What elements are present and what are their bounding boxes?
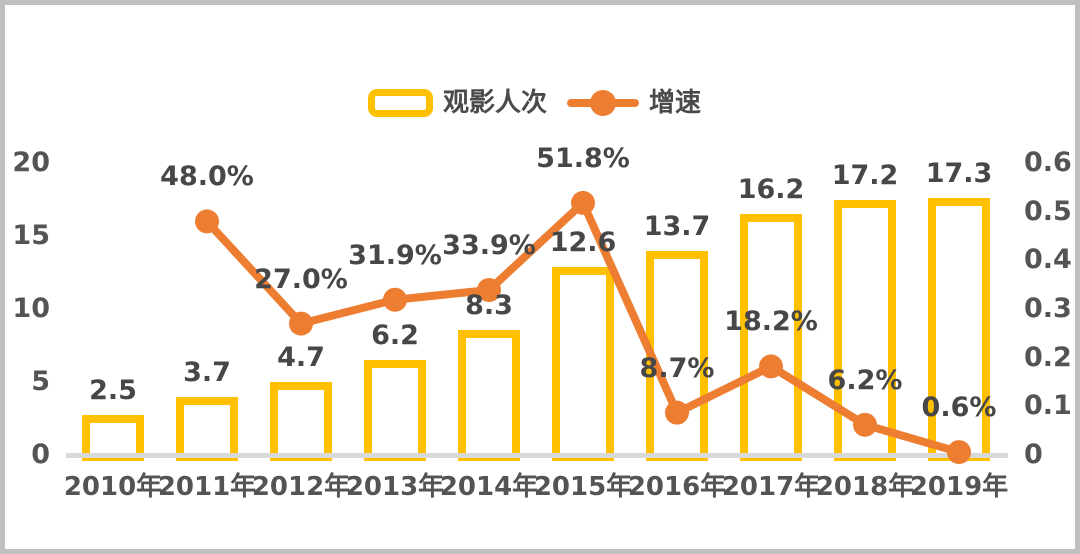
growth-value-label: 6.2% xyxy=(827,364,903,396)
x-axis-label-2010年: 2010年 xyxy=(63,472,163,502)
right-axis-tick-0.6: 0.6 xyxy=(1024,147,1072,178)
growth-line-marker xyxy=(477,278,501,303)
x-axis-line xyxy=(66,453,1008,458)
x-axis-label-2013年: 2013年 xyxy=(345,472,445,502)
growth-line-marker xyxy=(383,287,407,312)
growth-value-label: 51.8% xyxy=(536,142,630,174)
growth-value-label: 8.7% xyxy=(639,352,715,384)
legend-line-label: 增速 xyxy=(649,88,702,118)
chart-legend: 观影人次 增速 xyxy=(368,88,701,118)
right-axis-tick-0.4: 0.4 xyxy=(1024,244,1072,276)
growth-line-marker xyxy=(195,209,219,234)
left-axis-tick-0: 0 xyxy=(31,439,50,470)
legend-bar-swatch xyxy=(368,89,433,117)
bar-value-label: 12.6 xyxy=(549,227,617,259)
growth-line-marker xyxy=(853,412,877,437)
right-axis-tick-0.1: 0.1 xyxy=(1024,390,1072,422)
x-axis-label-2012年: 2012年 xyxy=(251,472,351,502)
growth-line-marker xyxy=(665,400,689,425)
bar-value-label: 8.3 xyxy=(465,289,513,321)
bar-value-label: 2.5 xyxy=(89,374,137,406)
right-axis-tick-0.3: 0.3 xyxy=(1024,293,1072,324)
bar-value-label: 16.2 xyxy=(737,174,805,206)
x-axis-label-2011年: 2011年 xyxy=(157,472,257,502)
x-axis-label-2017年: 2017年 xyxy=(721,472,821,502)
bar-value-label: 3.7 xyxy=(183,356,231,388)
growth-value-label: 48.0% xyxy=(160,161,254,193)
growth-line-marker xyxy=(571,190,595,215)
growth-value-label: 33.9% xyxy=(442,230,536,262)
left-axis-tick-10: 10 xyxy=(12,293,50,324)
growth-value-label: 31.9% xyxy=(348,239,442,271)
left-axis-tick-20: 20 xyxy=(12,147,50,178)
bar-value-label: 17.3 xyxy=(925,158,993,190)
right-axis-tick-0.2: 0.2 xyxy=(1024,341,1072,373)
bar-value-label: 17.2 xyxy=(831,159,899,191)
growth-line-marker xyxy=(289,311,313,336)
growth-value-label: 27.0% xyxy=(254,263,348,295)
x-axis-label-2014年: 2014年 xyxy=(439,472,539,502)
x-axis-label-2015年: 2015年 xyxy=(533,472,633,502)
x-axis-label-2018年: 2018年 xyxy=(815,472,915,502)
right-axis-tick-0: 0 xyxy=(1024,439,1043,470)
legend-line-dot xyxy=(590,90,617,116)
growth-line-marker xyxy=(947,440,971,465)
legend-bar-label: 观影人次 xyxy=(443,88,548,118)
bar-value-label: 13.7 xyxy=(643,210,711,242)
growth-value-label: 0.6% xyxy=(921,392,997,424)
x-axis-label-2016年: 2016年 xyxy=(627,472,727,502)
legend-line-swatch xyxy=(567,90,640,116)
growth-value-label: 18.2% xyxy=(724,306,818,338)
growth-line-marker xyxy=(759,354,783,379)
left-axis-tick-15: 15 xyxy=(12,220,50,251)
x-axis-label-2019年: 2019年 xyxy=(909,472,1009,502)
left-axis-tick-5: 5 xyxy=(31,366,50,397)
bar-value-label: 6.2 xyxy=(371,320,419,352)
right-axis-tick-0.5: 0.5 xyxy=(1024,195,1072,227)
bar-value-label: 4.7 xyxy=(277,342,325,374)
